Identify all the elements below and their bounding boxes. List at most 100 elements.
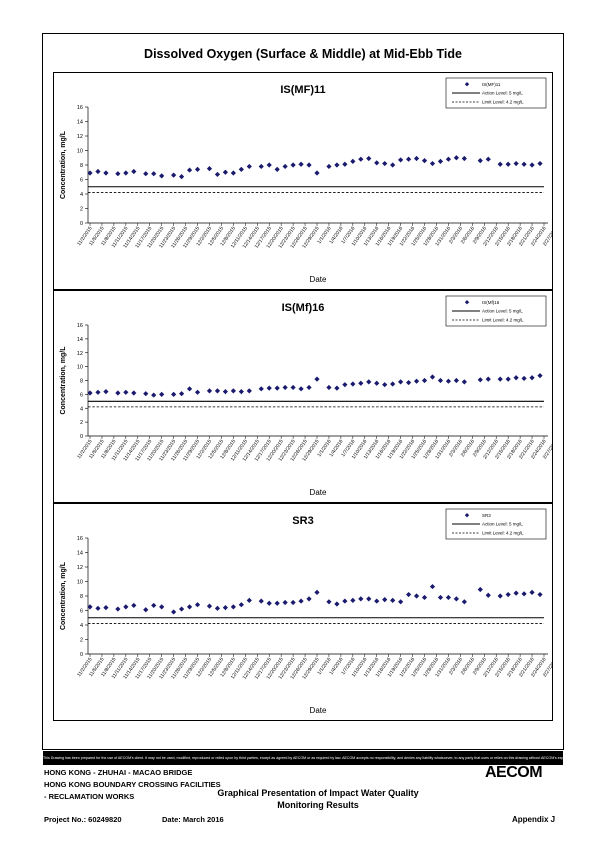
data-point	[186, 386, 193, 392]
y-tick-label: 12	[77, 351, 83, 357]
legend-action-label: Action Level: 5 mg/L	[482, 522, 523, 527]
y-axis-label: Concentration, mg/L	[60, 561, 67, 630]
data-point	[314, 589, 320, 595]
y-tick-label: 14	[77, 120, 83, 126]
data-point	[421, 158, 428, 164]
data-point	[214, 171, 221, 178]
document-date: Date: March 2016	[162, 815, 224, 824]
data-point	[103, 605, 109, 611]
data-point	[350, 381, 356, 387]
data-point	[290, 162, 296, 168]
data-point	[290, 384, 296, 391]
chart-sr3: SR3 SR3 Action Level: 5 mg/L Limit Level: 4…	[60, 508, 552, 715]
data-point	[437, 158, 444, 164]
data-point	[485, 376, 491, 382]
y-tick-label: 10	[77, 365, 83, 371]
data-point	[421, 594, 428, 601]
data-point	[537, 160, 543, 167]
data-point	[266, 600, 272, 606]
data-point	[342, 382, 348, 388]
data-point	[529, 162, 535, 168]
data-point	[274, 600, 280, 606]
data-point	[178, 391, 185, 397]
legend-action-label: Action Level: 5 mg/L	[482, 309, 523, 314]
chart-panel-ismf16: IS(Mf)16 IS(Mf)16 Action Level: 5 mg/L Limi…	[53, 290, 553, 503]
x-axis-label: Date	[310, 275, 327, 284]
data-point	[87, 604, 93, 610]
data-point	[159, 604, 165, 610]
data-point	[398, 157, 404, 163]
data-point	[445, 156, 452, 162]
data-point	[230, 170, 236, 176]
data-point	[194, 389, 201, 395]
data-point	[298, 598, 304, 604]
data-point	[453, 377, 459, 384]
legend-limit-label: Limit Level: 4.2 mg/L	[482, 318, 524, 323]
data-point	[95, 605, 101, 611]
data-point	[326, 599, 332, 605]
data-point	[413, 593, 420, 599]
y-tick-label: 8	[80, 594, 83, 600]
data-point	[390, 162, 396, 168]
project-line-1: HONG KONG - ZHUHAI - MACAO BRIDGE	[44, 768, 193, 777]
y-tick-label: 12	[77, 134, 83, 140]
legend-action-label: Action Level: 5 mg/L	[482, 91, 523, 96]
data-point	[151, 171, 157, 177]
data-point	[334, 162, 340, 168]
data-point	[115, 606, 121, 612]
y-tick-label: 6	[80, 609, 83, 615]
x-tick-label: 2/27/2016	[542, 226, 552, 248]
presentation-title-line-2: Monitoring Results	[277, 800, 359, 810]
data-point	[513, 590, 519, 596]
y-tick-label: 2	[80, 420, 83, 426]
y-axis-label: Concentration, mg/L	[60, 130, 67, 199]
data-point	[390, 597, 396, 603]
legend-limit-label: Limit Level: 4.2 mg/L	[482, 531, 524, 536]
data-point	[131, 390, 137, 396]
legend-series-label: SR3	[482, 513, 491, 518]
data-point	[390, 381, 396, 387]
data-point	[366, 379, 372, 385]
data-point	[382, 597, 388, 603]
data-point	[497, 593, 503, 599]
data-point	[477, 158, 483, 164]
y-tick-label: 16	[77, 323, 83, 329]
data-point	[306, 384, 312, 391]
data-point	[194, 166, 201, 172]
data-point	[131, 602, 137, 609]
data-point	[485, 156, 491, 162]
data-point	[258, 386, 264, 392]
x-axis-label: Date	[310, 488, 327, 497]
y-tick-label: 14	[77, 337, 83, 343]
data-point	[314, 376, 320, 382]
chart-title: IS(MF)11	[280, 84, 325, 96]
data-point	[151, 602, 157, 609]
data-point	[95, 168, 101, 175]
data-point	[274, 385, 280, 391]
data-point	[206, 603, 213, 609]
y-tick-label: 0	[80, 434, 83, 440]
data-point	[103, 170, 109, 176]
data-point	[366, 155, 372, 162]
data-point	[298, 386, 304, 392]
data-point	[151, 392, 157, 398]
data-point	[413, 378, 420, 384]
data-point	[374, 598, 380, 604]
data-point	[282, 384, 288, 391]
y-tick-label: 16	[77, 105, 83, 111]
data-point	[143, 607, 149, 613]
y-tick-label: 4	[80, 192, 83, 198]
data-point	[521, 591, 527, 597]
y-tick-label: 12	[77, 565, 83, 571]
x-tick-label: 2/27/2016	[542, 657, 552, 679]
data-point	[186, 604, 193, 610]
data-point	[206, 166, 213, 172]
appendix-label: Appendix J	[512, 815, 556, 824]
data-point	[314, 170, 320, 176]
data-point	[477, 586, 483, 593]
y-tick-label: 6	[80, 178, 83, 184]
data-point	[159, 391, 165, 397]
data-point	[374, 160, 380, 166]
data-point	[230, 388, 236, 394]
data-point	[366, 596, 372, 602]
